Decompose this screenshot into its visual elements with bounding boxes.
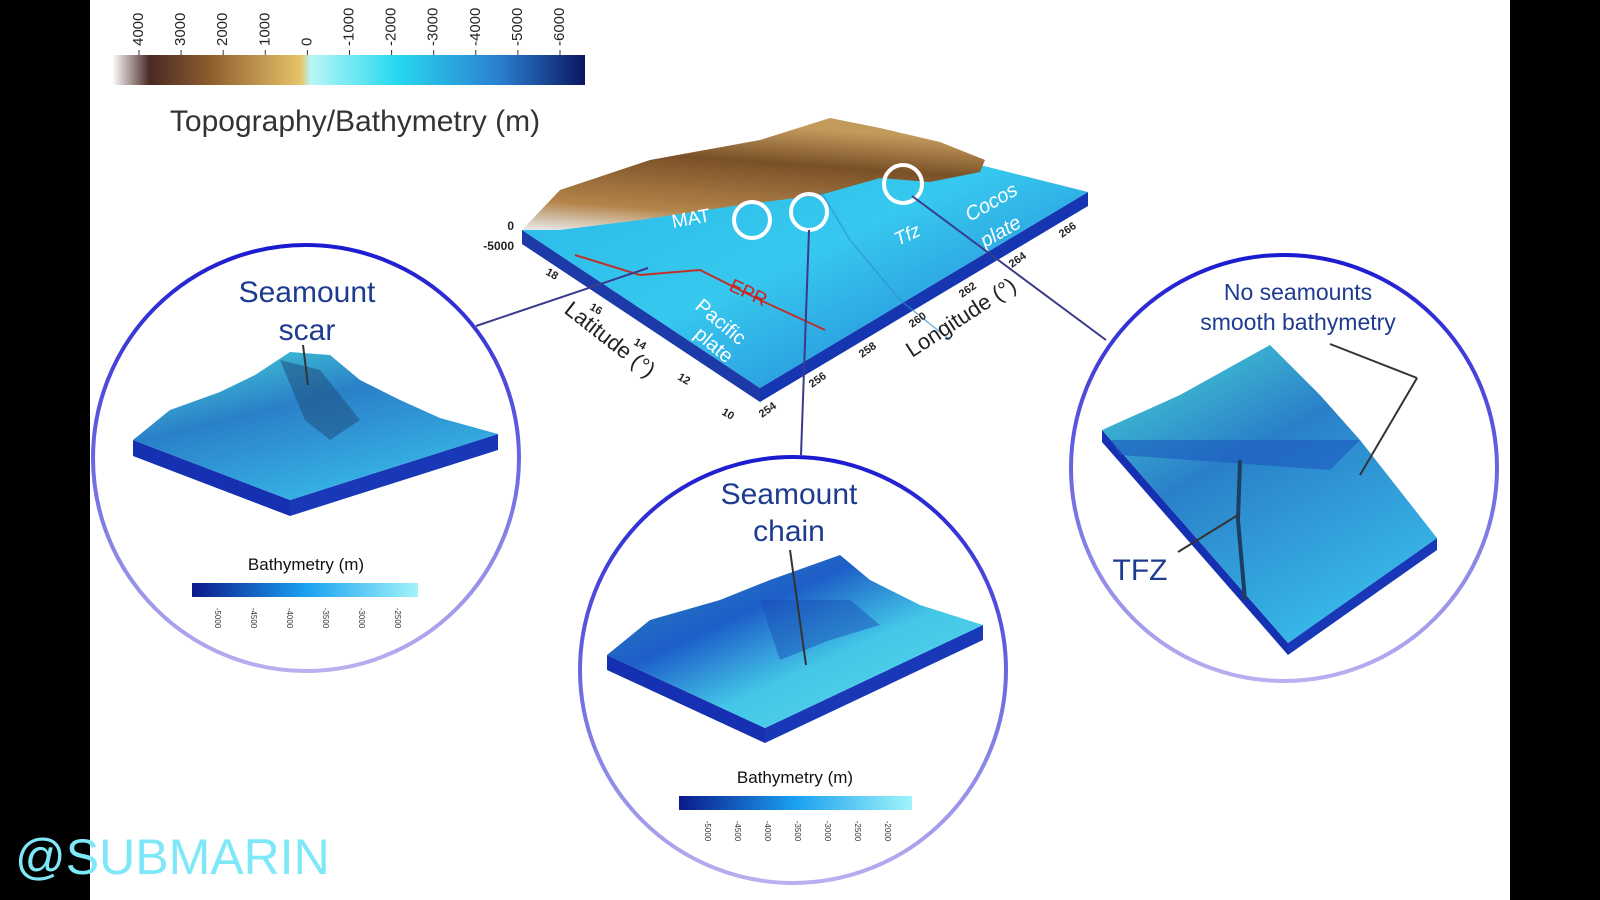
legend-title: Bathymetry (m) <box>248 555 364 574</box>
legend-tick-label: -2000 <box>883 821 892 842</box>
legend-tick-label: -2500 <box>393 608 402 629</box>
z-tick-label: -5000 <box>483 239 514 253</box>
colorbar-tick-label: -6000 <box>551 8 568 46</box>
colorbar-title: Topography/Bathymetry (m) <box>170 105 540 138</box>
lat-tick-label: 12 <box>676 371 693 388</box>
colorbar-tick-label: 2000 <box>214 13 231 46</box>
lat-tick-label: 10 <box>720 406 737 423</box>
annotation: TFZ <box>1113 554 1168 587</box>
inset-terrain <box>133 344 498 516</box>
legend-tick-label: -4000 <box>285 608 294 629</box>
legend-tick-label: -4000 <box>763 821 772 842</box>
connector <box>911 195 1107 341</box>
map-block <box>522 118 1088 402</box>
colorbar-tick-label: -5000 <box>509 8 526 46</box>
colorbar-tick-label: 1000 <box>256 13 273 46</box>
legend-title: Bathymetry (m) <box>737 768 853 787</box>
legend-tick-label: -3000 <box>823 821 832 842</box>
colorbar <box>112 55 585 85</box>
legend-tick-label: -4500 <box>733 821 742 842</box>
inset-title: Seamount <box>239 276 376 309</box>
legend-colorbar <box>192 583 418 597</box>
inset-title: scar <box>279 314 336 347</box>
inset-terrain <box>1102 343 1437 655</box>
colorbar-tick-label: 3000 <box>172 13 189 46</box>
inset-terrain <box>607 549 983 743</box>
z-tick-label: 0 <box>507 219 514 233</box>
colorbar-tick-label: 4000 <box>130 13 147 46</box>
legend-tick-label: -2500 <box>853 821 862 842</box>
inset-title: smooth bathymetry <box>1200 309 1396 335</box>
legend-tick-label: -5000 <box>213 608 222 629</box>
lat-tick-label: 16 <box>588 301 605 318</box>
legend-tick-label: -3500 <box>793 821 802 842</box>
legend-tick-label: -5000 <box>703 821 712 842</box>
lat-tick-label: 18 <box>544 266 561 283</box>
legend-tick-label: -4500 <box>249 608 258 629</box>
legend-tick-label: -3000 <box>357 608 366 629</box>
legend-tick-label: -3500 <box>321 608 330 629</box>
connector <box>475 267 649 327</box>
inset-title: Seamount <box>721 478 858 511</box>
colorbar-tick-label: -2000 <box>383 8 400 46</box>
watermark: @SUBMARIN <box>15 829 330 885</box>
colorbar-tick-label: 0 <box>298 38 315 46</box>
colorbar-ticks: 4000 3000 2000 1000 0 -1000 -2000 -3000 -4000 -50… <box>130 8 568 55</box>
connector <box>800 229 810 456</box>
inset-title: chain <box>753 515 825 548</box>
colorbar-tick-label: -4000 <box>467 8 484 46</box>
colorbar-tick-label: -3000 <box>425 8 442 46</box>
inset-title: No seamounts <box>1224 279 1372 305</box>
colorbar-tick-label: -1000 <box>341 8 358 46</box>
legend-colorbar <box>679 796 912 810</box>
